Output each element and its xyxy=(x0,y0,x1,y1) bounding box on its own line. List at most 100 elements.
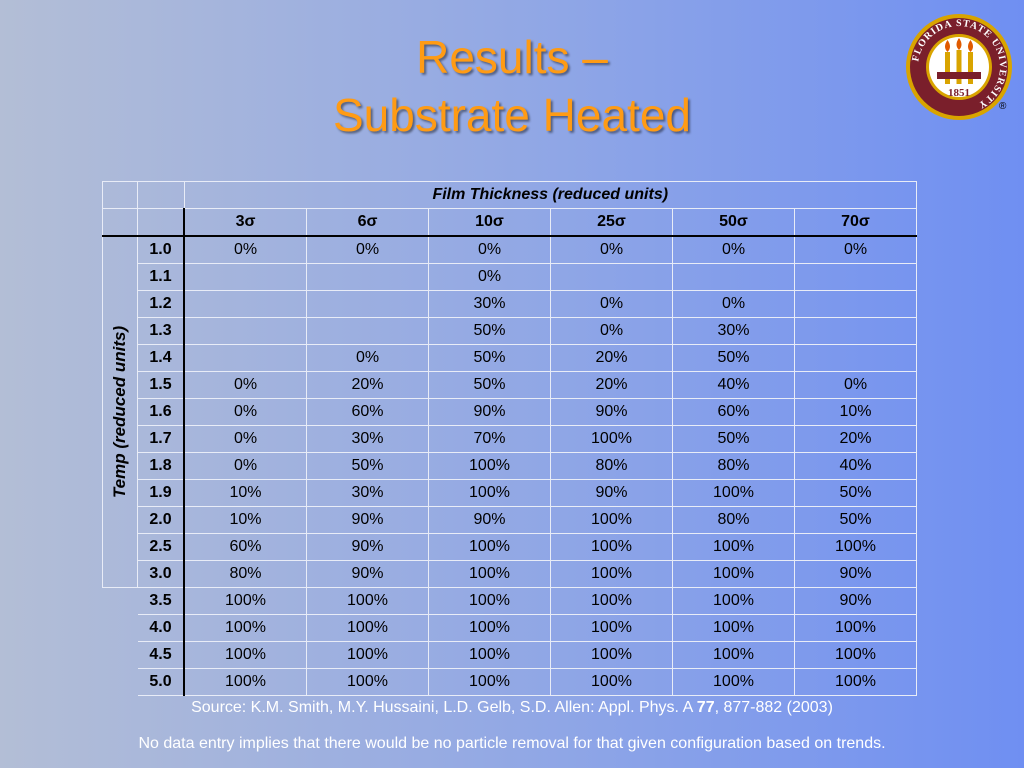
table-cell: 80% xyxy=(183,560,307,588)
table-cell: 0% xyxy=(550,317,673,345)
table-cell: 100% xyxy=(306,587,429,615)
table-row: 1.4 0% 50% 20% 50% xyxy=(103,344,917,372)
table-cell: 50% xyxy=(428,317,551,345)
footnote: No data entry implies that there would b… xyxy=(138,735,886,752)
table-row: 3.5 100% 100% 100% 100% 100% 90% xyxy=(103,587,917,615)
table-cell: 100% xyxy=(428,533,551,561)
table-cell: 50% xyxy=(794,506,917,534)
table-cell: 100% xyxy=(672,587,795,615)
table-row: 1.7 0% 30% 70% 100% 50% 20% xyxy=(103,425,917,453)
table-cell: 100% xyxy=(428,479,551,507)
row-header-temp: 1.6 xyxy=(137,398,185,426)
table-cell xyxy=(672,263,795,291)
table-cell: 50% xyxy=(672,344,795,372)
table-cell: 0% xyxy=(550,290,673,318)
table-cell: 100% xyxy=(794,668,917,696)
row-header-temp: 1.3 xyxy=(137,317,185,345)
table-cell: 100% xyxy=(550,533,673,561)
row-header-temp: 1.4 xyxy=(137,344,185,372)
table-cell: 100% xyxy=(183,614,307,642)
table-cell: 100% xyxy=(306,668,429,696)
table-cell: 0% xyxy=(794,235,917,264)
table-cell xyxy=(794,317,917,345)
table-cell: 90% xyxy=(794,587,917,615)
empty-cell xyxy=(103,588,138,615)
table-row: Temp (reduced units) 1.0 0% 0% 0% 0% 0% 0% xyxy=(102,235,917,588)
table-cell: 0% xyxy=(428,263,551,291)
row-header-temp: 1.7 xyxy=(137,425,185,453)
table-row: 4.0 100% 100% 100% 100% 100% 100% xyxy=(103,614,917,642)
registered-mark: ® xyxy=(999,101,1007,112)
table-cell xyxy=(794,290,917,318)
table-cell: 100% xyxy=(672,560,795,588)
row-header-temp: 1.9 xyxy=(137,479,185,507)
table-cell: 100% xyxy=(672,479,795,507)
table-cell: 40% xyxy=(672,371,795,399)
source-prefix: Source: K.M. Smith, M.Y. Hussaini, L.D. … xyxy=(191,699,697,716)
seal-year: 1851 xyxy=(948,87,970,99)
table-row: 3.0 80% 90% 100% 100% 100% 90% xyxy=(103,560,917,588)
table-cell: 60% xyxy=(306,398,429,426)
empty-cell xyxy=(103,615,138,642)
table-cell: 100% xyxy=(183,587,307,615)
torches-icon xyxy=(937,38,981,84)
table-cell xyxy=(183,317,307,345)
table-cell xyxy=(306,317,429,345)
temp-axis-label: Temp (reduced units) xyxy=(110,325,129,499)
row-header-temp: 1.2 xyxy=(137,290,185,318)
table-cell xyxy=(183,290,307,318)
table-cell: 0% xyxy=(672,235,795,264)
table-cell: 100% xyxy=(794,614,917,642)
table-cell: 30% xyxy=(428,290,551,318)
temp-axis-label-cell: Temp (reduced units) xyxy=(102,235,138,588)
film-thickness-header: Film Thickness (reduced units) xyxy=(183,181,917,209)
table-cell: 90% xyxy=(306,506,429,534)
table-cell: 100% xyxy=(550,560,673,588)
table-cell: 100% xyxy=(550,614,673,642)
table-cell: 100% xyxy=(428,668,551,696)
source-suffix: , 877-882 (2003) xyxy=(714,699,833,716)
table-cell: 100% xyxy=(183,668,307,696)
table-cell: 100% xyxy=(794,641,917,669)
table-cell: 100% xyxy=(183,641,307,669)
table-row: 1.8 0% 50% 100% 80% 80% 40% xyxy=(103,452,917,480)
table-cell: 100% xyxy=(428,452,551,480)
table-cell: 100% xyxy=(550,425,673,453)
row-header-temp: 1.8 xyxy=(137,452,185,480)
table-row: 1.9 10% 30% 100% 90% 100% 50% xyxy=(103,479,917,507)
table-cell: 0% xyxy=(183,398,307,426)
university-seal-logo: FLORIDA STATE UNIVERSITY 1851 xyxy=(906,14,1012,120)
table-cell: 90% xyxy=(306,560,429,588)
row-header-temp: 5.0 xyxy=(137,668,185,696)
table-header-row-columns: 3σ 6σ 10σ 25σ 50σ 70σ xyxy=(102,208,917,237)
table-cell: 100% xyxy=(550,668,673,696)
table-cell xyxy=(306,263,429,291)
table-cell: 90% xyxy=(428,506,551,534)
table-corner-cell xyxy=(137,181,185,209)
table-cell: 80% xyxy=(550,452,673,480)
table-cell: 20% xyxy=(550,371,673,399)
column-header: 6σ xyxy=(306,208,429,237)
table-cell: 100% xyxy=(306,614,429,642)
table-cell: 30% xyxy=(672,317,795,345)
slide-title: Results – Substrate Heated xyxy=(0,28,1024,144)
row-header-temp: 2.5 xyxy=(137,533,185,561)
table-row: 4.5 100% 100% 100% 100% 100% 100% xyxy=(103,641,917,669)
column-header: 25σ xyxy=(550,208,673,237)
table-row: 2.0 10% 90% 90% 100% 80% 50% xyxy=(103,506,917,534)
table-header-row-title: Film Thickness (reduced units) xyxy=(102,181,917,209)
table-cell: 100% xyxy=(428,587,551,615)
row-header-temp: 4.5 xyxy=(137,641,185,669)
table-corner-cell xyxy=(137,208,185,237)
table-cell: 20% xyxy=(306,371,429,399)
title-line-1: Results – xyxy=(416,31,608,83)
table-cell xyxy=(550,263,673,291)
table-cell: 100% xyxy=(428,641,551,669)
table-cell xyxy=(183,263,307,291)
table-cell: 30% xyxy=(306,425,429,453)
table-cell xyxy=(306,290,429,318)
row-header-temp: 1.1 xyxy=(137,263,185,291)
table-cell: 90% xyxy=(550,479,673,507)
empty-cell xyxy=(103,669,138,696)
table-cell: 90% xyxy=(428,398,551,426)
